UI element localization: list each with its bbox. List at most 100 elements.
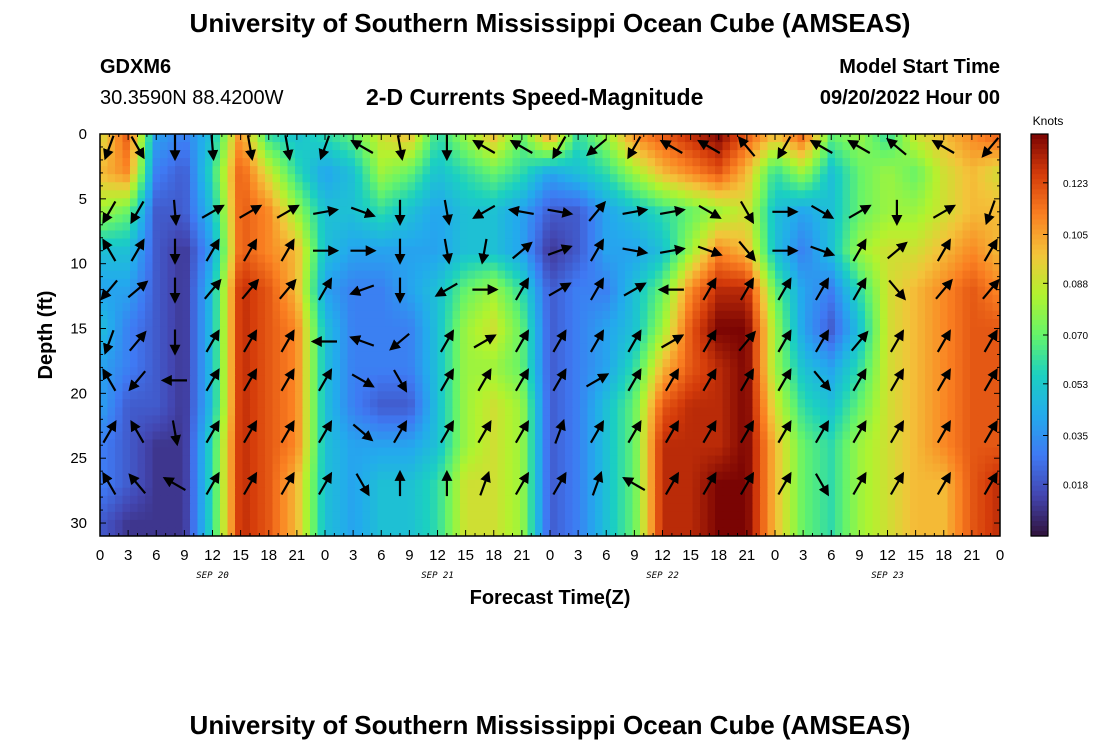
- heatmap-cell: [302, 198, 311, 207]
- heatmap-cell: [160, 182, 169, 191]
- heatmap-cell: [317, 431, 326, 441]
- heatmap-cell: [422, 142, 431, 151]
- heatmap-cell: [535, 367, 544, 376]
- heatmap-cell: [602, 463, 611, 473]
- heatmap-cell: [392, 415, 401, 425]
- heatmap-cell: [610, 150, 619, 159]
- heatmap-cell: [752, 375, 761, 384]
- heatmap-cell: [407, 326, 416, 336]
- heatmap-cell: [272, 335, 281, 344]
- heatmap-cell: [280, 166, 289, 175]
- heatmap-cell: [730, 246, 739, 256]
- heatmap-cell: [392, 270, 401, 280]
- heatmap-cell: [332, 310, 341, 320]
- heatmap-cell: [992, 198, 1000, 207]
- heatmap-cell: [505, 134, 514, 143]
- heatmap-cell: [332, 262, 341, 272]
- heatmap-cell: [640, 343, 649, 352]
- heatmap-cell: [460, 270, 469, 280]
- heatmap-cell: [370, 174, 379, 183]
- heatmap-cell: [325, 318, 334, 328]
- heatmap-cell: [662, 230, 671, 240]
- heatmap-cell: [107, 351, 116, 360]
- heatmap-cell: [880, 158, 889, 167]
- heatmap-cell: [370, 407, 379, 416]
- heatmap-cell: [842, 174, 851, 183]
- heatmap-cell: [497, 335, 506, 344]
- heatmap-cell: [280, 351, 289, 360]
- heatmap-cell: [407, 278, 416, 288]
- heatmap-cell: [745, 174, 754, 183]
- heatmap-cell: [392, 310, 401, 320]
- heatmap-cell: [685, 262, 694, 272]
- heatmap-cell: [197, 214, 206, 224]
- heatmap-cell: [520, 399, 529, 408]
- heatmap-cell: [257, 463, 266, 473]
- heatmap-cell: [677, 286, 686, 296]
- heatmap-cell: [857, 294, 866, 304]
- heatmap-cell: [932, 310, 941, 320]
- heatmap-cell: [977, 214, 986, 224]
- heatmap-cell: [460, 206, 469, 215]
- heatmap-cell: [812, 182, 821, 191]
- heatmap-cell: [107, 335, 116, 344]
- heatmap-cell: [970, 254, 979, 264]
- heatmap-cell: [857, 134, 866, 143]
- heatmap-cell: [310, 238, 319, 248]
- heatmap-cell: [775, 166, 784, 175]
- heatmap-cell: [977, 407, 986, 416]
- heatmap-cell: [857, 246, 866, 256]
- heatmap-cell: [107, 415, 116, 425]
- heatmap-cell: [205, 455, 214, 465]
- heatmap-cell: [715, 174, 724, 183]
- heatmap-cell: [115, 198, 124, 207]
- heatmap-cell: [595, 399, 604, 408]
- heatmap-cell: [647, 150, 656, 159]
- heatmap-cell: [602, 351, 611, 360]
- heatmap-cell: [227, 351, 236, 360]
- heatmap-cell: [707, 142, 716, 151]
- heatmap-cell: [370, 318, 379, 328]
- heatmap-cell: [902, 391, 911, 400]
- heatmap-cell: [752, 383, 761, 392]
- heatmap-cell: [317, 310, 326, 320]
- heatmap-cell: [175, 359, 184, 368]
- heatmap-cell: [625, 214, 634, 224]
- heatmap-cell: [317, 134, 326, 143]
- heatmap-cell: [302, 166, 311, 175]
- heatmap-cell: [640, 391, 649, 400]
- heatmap-cell: [310, 166, 319, 175]
- heatmap-cell: [182, 142, 191, 151]
- heatmap-cell: [130, 326, 139, 336]
- heatmap-cell: [662, 447, 671, 457]
- heatmap-cell: [385, 439, 394, 449]
- heatmap-cell: [782, 166, 791, 175]
- heatmap-cell: [625, 174, 634, 183]
- heatmap-cell: [265, 262, 274, 272]
- heatmap-cell: [572, 302, 581, 312]
- heatmap-cell: [407, 415, 416, 425]
- heatmap-cell: [197, 455, 206, 465]
- heatmap-cell: [880, 367, 889, 376]
- heatmap-cell: [475, 286, 484, 296]
- heatmap-cell: [880, 351, 889, 360]
- heatmap-cell: [340, 190, 349, 199]
- heatmap-cell: [287, 134, 296, 143]
- heatmap-cell: [880, 326, 889, 336]
- heatmap-cell: [100, 222, 109, 232]
- heatmap-cell: [250, 174, 259, 183]
- heatmap-cell: [722, 367, 731, 376]
- heatmap-cell: [842, 318, 851, 328]
- heatmap-cell: [332, 455, 341, 465]
- heatmap-cell: [475, 150, 484, 159]
- heatmap-cell: [302, 383, 311, 392]
- heatmap-cell: [677, 351, 686, 360]
- heatmap-cell: [970, 423, 979, 433]
- heatmap-cell: [977, 182, 986, 191]
- heatmap-cell: [850, 246, 859, 256]
- heatmap-cell: [302, 150, 311, 159]
- heatmap-cell: [685, 423, 694, 433]
- heatmap-cell: [115, 222, 124, 232]
- heatmap-cell: [940, 230, 949, 240]
- heatmap-cell: [310, 310, 319, 320]
